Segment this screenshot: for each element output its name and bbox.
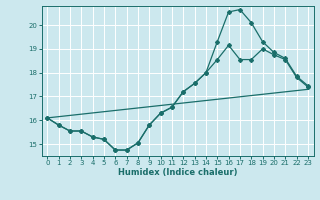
X-axis label: Humidex (Indice chaleur): Humidex (Indice chaleur) [118,168,237,177]
